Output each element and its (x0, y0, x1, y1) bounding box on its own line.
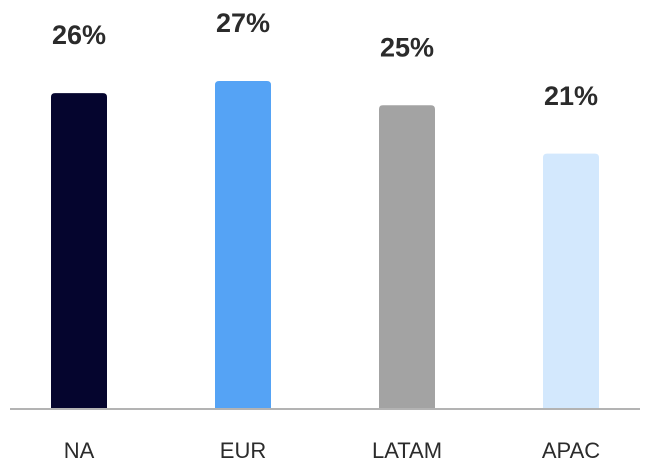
bar (379, 105, 435, 408)
value-label: 27% (216, 8, 270, 38)
x-tick-label: NA (64, 438, 95, 463)
x-tick-label: APAC (542, 438, 600, 463)
x-tick-label: LATAM (372, 438, 442, 463)
value-label: 21% (544, 81, 598, 111)
value-label: 26% (52, 20, 106, 50)
x-tick-label: EUR (220, 438, 266, 463)
bar (51, 93, 107, 408)
value-label: 25% (380, 32, 434, 62)
bar (543, 153, 599, 408)
bar (215, 81, 271, 408)
